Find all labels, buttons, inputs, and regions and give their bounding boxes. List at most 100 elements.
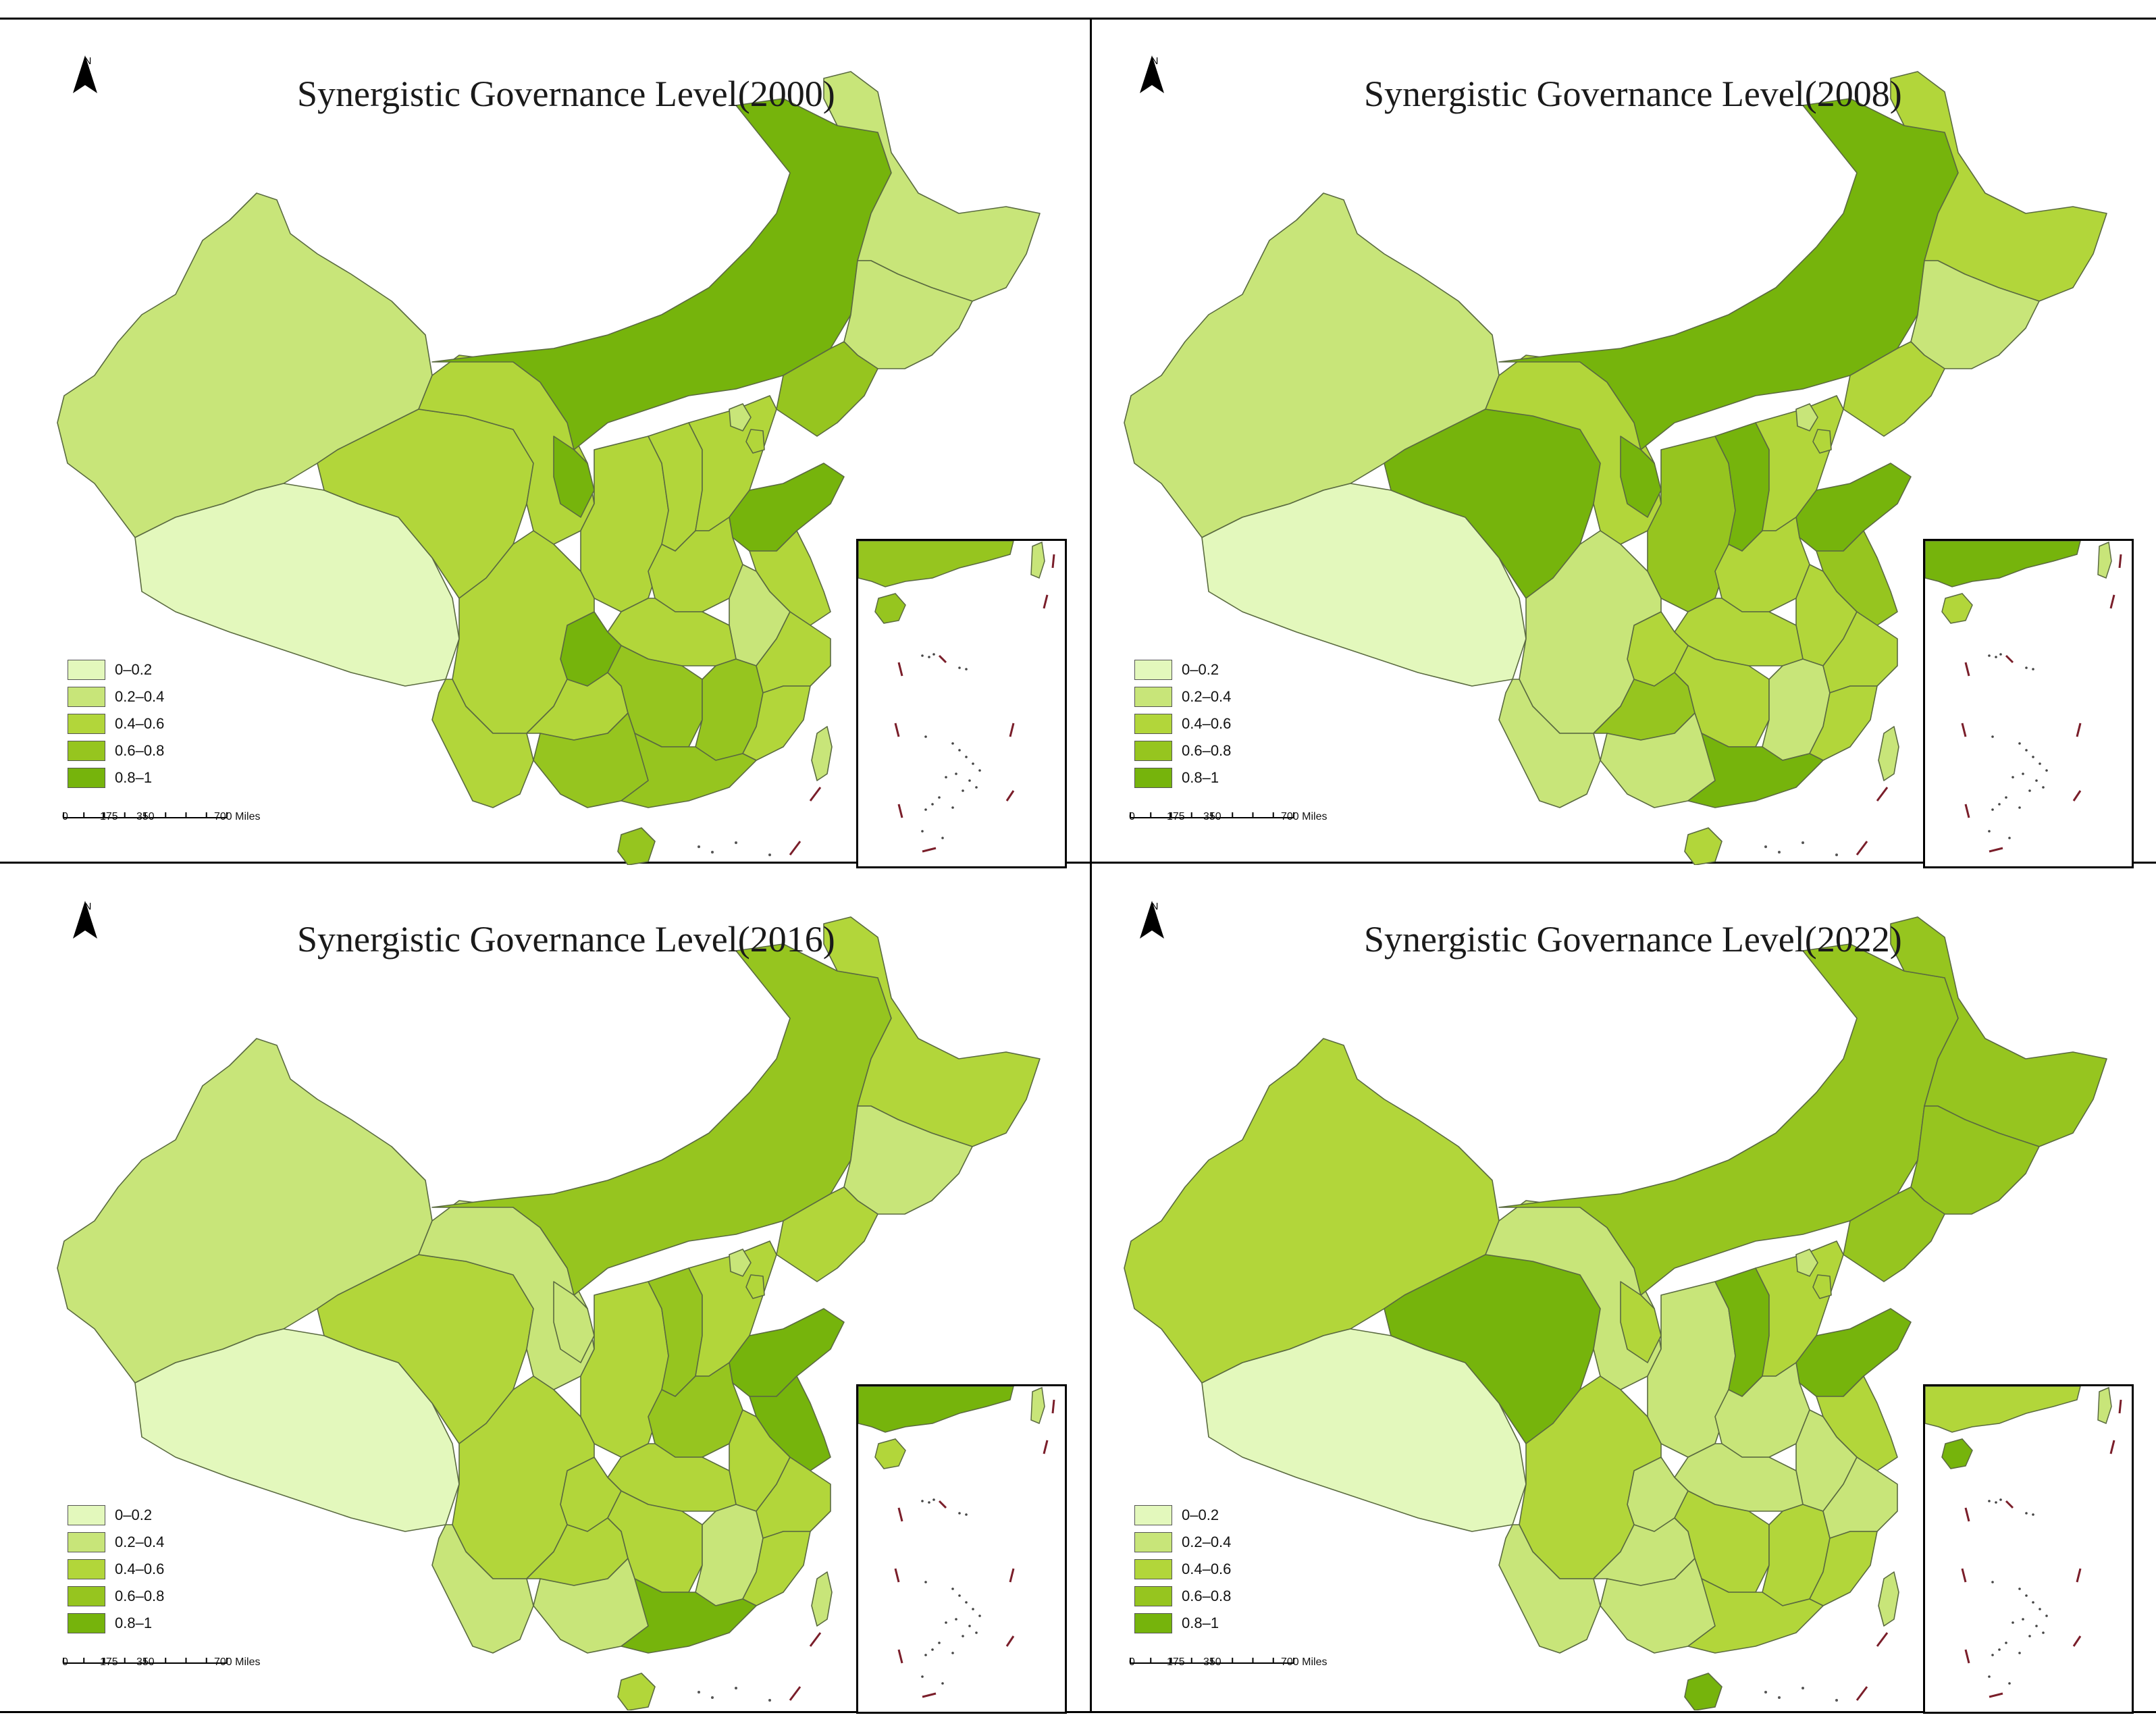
inset-island-dot <box>965 668 968 671</box>
legend-swatch <box>1134 1532 1172 1552</box>
legend: 0–0.2 0.2–0.4 0.4–0.6 0.6–0.8 0.8–1 <box>1134 656 1231 791</box>
legend-swatch <box>68 1559 105 1579</box>
inset-island-dot <box>2045 769 2048 772</box>
inset-hainan <box>874 1438 906 1469</box>
inset-island-dot <box>938 796 941 799</box>
north-arrow: N <box>1140 55 1169 116</box>
south-china-sea-inset <box>1923 539 2134 868</box>
province-qinghai <box>1384 1254 1601 1444</box>
inset-island-dot <box>1998 1648 2001 1651</box>
legend: 0–0.2 0.2–0.4 0.4–0.6 0.6–0.8 0.8–1 <box>68 656 164 791</box>
province-tianjin <box>745 429 765 454</box>
inset-boundary-dash <box>1961 723 1967 737</box>
scale-tick-label: 700 Miles <box>1281 811 1327 822</box>
scale-tick-label: 700 Miles <box>1281 1656 1327 1668</box>
inset-boundary-dash <box>938 1500 947 1509</box>
inset-island-dot <box>2032 1513 2034 1516</box>
inset-boundary-dash <box>2072 1635 2082 1647</box>
inset-boundary-dash <box>1961 1568 1967 1583</box>
boundary-dash <box>809 787 822 802</box>
inset-island-dot <box>965 1601 968 1604</box>
inset-boundary-dash <box>897 804 903 818</box>
island-dot <box>1764 845 1767 848</box>
legend-item: 0–0.2 <box>1134 1502 1231 1529</box>
province-heilongjiang <box>823 916 1041 1147</box>
inset-taiwan <box>1030 1386 1045 1425</box>
legend-label: 0.8–1 <box>115 769 153 786</box>
inset-island-dot <box>958 1512 961 1515</box>
inset-boundary-dash <box>1964 662 1970 677</box>
island-dot <box>735 841 737 844</box>
inset-island-dot <box>932 653 935 656</box>
province-fujian <box>742 1531 811 1606</box>
inset-island-dot <box>1988 654 1991 657</box>
legend-swatch <box>1134 660 1172 680</box>
inset-island-dot <box>2028 1635 2031 1637</box>
inset-island-dot <box>2035 1625 2038 1627</box>
china-province-map <box>57 71 1041 865</box>
legend-swatch <box>68 768 105 788</box>
inset-island-dot <box>951 806 954 809</box>
inset-boundary-dash <box>1005 790 1015 802</box>
province-guangdong <box>621 1578 757 1654</box>
scale-bar: 0175350700 Miles <box>62 1656 260 1690</box>
legend-item: 0.8–1 <box>68 764 164 791</box>
legend-item: 0.2–0.4 <box>1134 683 1231 710</box>
province-taiwan <box>1878 1571 1899 1627</box>
inset-taiwan <box>2097 541 2112 579</box>
inset-boundary-dash <box>1051 1399 1055 1414</box>
legend-label: 0–0.2 <box>115 661 153 678</box>
scale-tick-label: 700 Miles <box>214 811 261 822</box>
inset-island-dot <box>978 769 981 772</box>
inset-island-dot <box>2028 789 2031 792</box>
inset-island-dot <box>975 1631 978 1634</box>
inset-island-dot <box>962 1635 964 1637</box>
legend-swatch <box>1134 714 1172 734</box>
inset-island-dot <box>928 1501 930 1504</box>
legend-swatch <box>1134 687 1172 707</box>
scale-bar: 0175350700 Miles <box>1129 1656 1327 1690</box>
inset-boundary-dash <box>2005 654 2014 664</box>
inset-island-dot <box>2025 1594 2028 1597</box>
inset-boundary-dash <box>1043 594 1049 609</box>
legend-label: 0.4–0.6 <box>1182 715 1232 732</box>
island-dot <box>711 1696 714 1699</box>
china-province-map <box>1124 71 2107 865</box>
legend-item: 0–0.2 <box>68 1502 164 1529</box>
china-province-map <box>1124 916 2107 1710</box>
inset-boundary-dash <box>894 1568 900 1583</box>
legend-swatch <box>68 660 105 680</box>
inset-island-dot <box>2012 1621 2014 1624</box>
scale-line <box>63 812 228 818</box>
boundary-dash <box>809 1632 822 1647</box>
legend-label: 0.2–0.4 <box>1182 688 1232 705</box>
island-dot <box>1764 1691 1767 1694</box>
inset-island-dot <box>955 772 957 775</box>
legend-swatch <box>68 1613 105 1633</box>
inset-island-dot <box>921 1500 924 1502</box>
inset-island-dot <box>945 776 947 779</box>
province-liaoning <box>1843 1186 1945 1282</box>
frame-middle-vertical-line <box>1090 18 1092 1712</box>
legend-label: 0.8–1 <box>115 1615 153 1631</box>
province-beijing <box>729 403 752 431</box>
inset-coastline <box>1925 541 2081 587</box>
inset-island-dot <box>1991 1654 1994 1656</box>
inset-island-dot <box>2025 666 2028 669</box>
legend-item: 0.4–0.6 <box>68 1556 164 1583</box>
province-zhejiang <box>1822 1457 1898 1539</box>
legend-label: 0.6–0.8 <box>1182 1587 1232 1604</box>
map-title: Synergistic Governance Level(2000) <box>297 74 835 114</box>
inset-island-dot <box>2022 772 2024 775</box>
inset-island-dot <box>941 837 944 839</box>
province-heilongjiang <box>1890 916 2107 1147</box>
scale-line <box>1130 812 1294 818</box>
legend-label: 0.6–0.8 <box>115 742 165 759</box>
inset-boundary-dash <box>1964 1649 1970 1664</box>
south-china-sea-inset <box>856 539 1067 868</box>
province-zhejiang <box>1822 611 1898 693</box>
inset-island-dot <box>1995 656 1997 658</box>
province-liaoning <box>776 1186 878 1282</box>
province-tianjin <box>1812 1274 1832 1299</box>
legend-label: 0–0.2 <box>115 1506 153 1523</box>
